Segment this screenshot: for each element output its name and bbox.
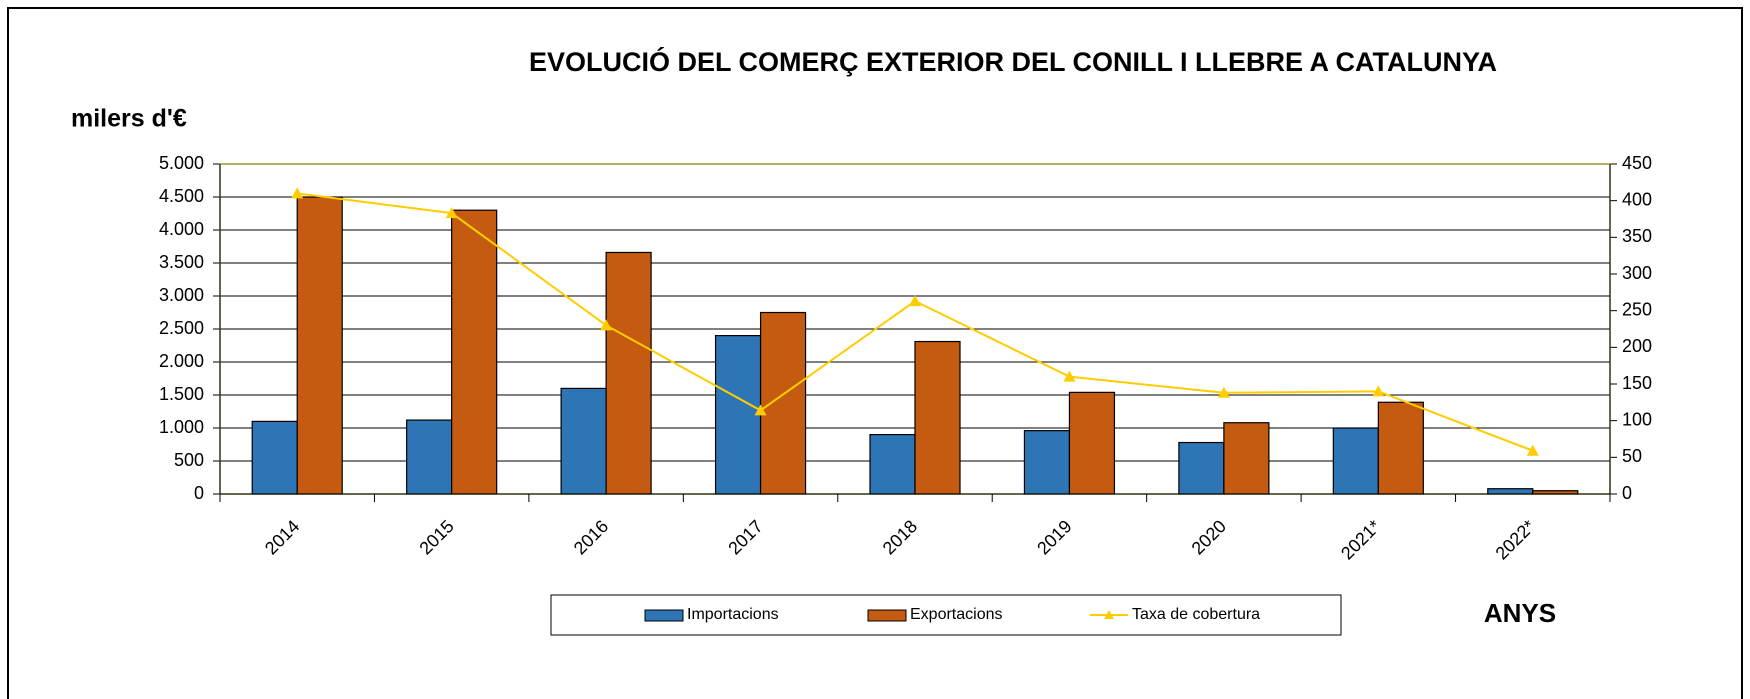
line-marker (1526, 444, 1539, 456)
bar (1377, 401, 1424, 495)
line-marker (1217, 386, 1230, 398)
line-marker (445, 207, 458, 219)
y2-tick-label: 200 (1622, 336, 1652, 356)
bar (296, 196, 343, 495)
y-tick-label: 3.000 (159, 285, 204, 305)
y-tick-label: 500 (174, 450, 204, 470)
line-marker (291, 187, 304, 199)
y2-tick-label: 50 (1622, 446, 1642, 466)
bar (451, 209, 498, 495)
bar (406, 419, 453, 495)
x-axis-title: ANYS (1484, 598, 1556, 628)
line-marker (1063, 370, 1076, 382)
y2-tick-label: 100 (1622, 409, 1652, 429)
line-marker (600, 319, 613, 331)
legend-swatch (644, 609, 684, 622)
y2-tick-label: 300 (1622, 263, 1652, 283)
bar (1023, 430, 1071, 495)
y-tick-label: 0 (194, 483, 204, 503)
line-marker (1372, 385, 1385, 397)
y-tick-label: 1.000 (159, 417, 204, 437)
bar (914, 340, 961, 495)
bar (869, 434, 916, 495)
bar (1223, 422, 1270, 495)
y-axis-title: milers d'€ (71, 105, 187, 133)
y2-tick-label: 400 (1622, 189, 1652, 209)
y2-tick-label: 0 (1622, 483, 1632, 503)
y2-tick-label: 450 (1622, 153, 1652, 173)
y2-tick-label: 150 (1622, 373, 1652, 393)
y-tick-label: 3.500 (159, 252, 204, 272)
y2-tick-label: 250 (1622, 299, 1652, 319)
legend-swatch (867, 609, 907, 622)
bar (1068, 391, 1116, 495)
legend-label: Taxa de cobertura (1132, 606, 1260, 623)
bar (759, 311, 807, 495)
legend-label: Exportacions (910, 606, 1003, 623)
line-marker (754, 404, 767, 416)
y-tick-label: 1.500 (159, 384, 204, 404)
y-tick-label: 2.500 (159, 318, 204, 338)
chart-title: EVOLUCIÓ DEL COMERÇ EXTERIOR DEL CONILL … (529, 46, 1497, 77)
bar (1178, 441, 1225, 495)
y-tick-label: 4.000 (159, 219, 204, 239)
legend-label: Importacions (687, 606, 779, 623)
y2-tick-label: 350 (1622, 226, 1652, 246)
y-tick-label: 2.000 (159, 351, 204, 371)
bar (251, 420, 298, 495)
bar (1332, 427, 1379, 495)
bar (605, 251, 652, 495)
bar (1487, 488, 1534, 495)
bar (714, 335, 762, 495)
legend-swatch (1104, 610, 1114, 619)
y-tick-label: 4.500 (159, 186, 204, 206)
bar (560, 387, 607, 495)
y-tick-label: 5.000 (159, 153, 204, 173)
bar (1532, 490, 1579, 495)
line-marker (909, 295, 921, 307)
